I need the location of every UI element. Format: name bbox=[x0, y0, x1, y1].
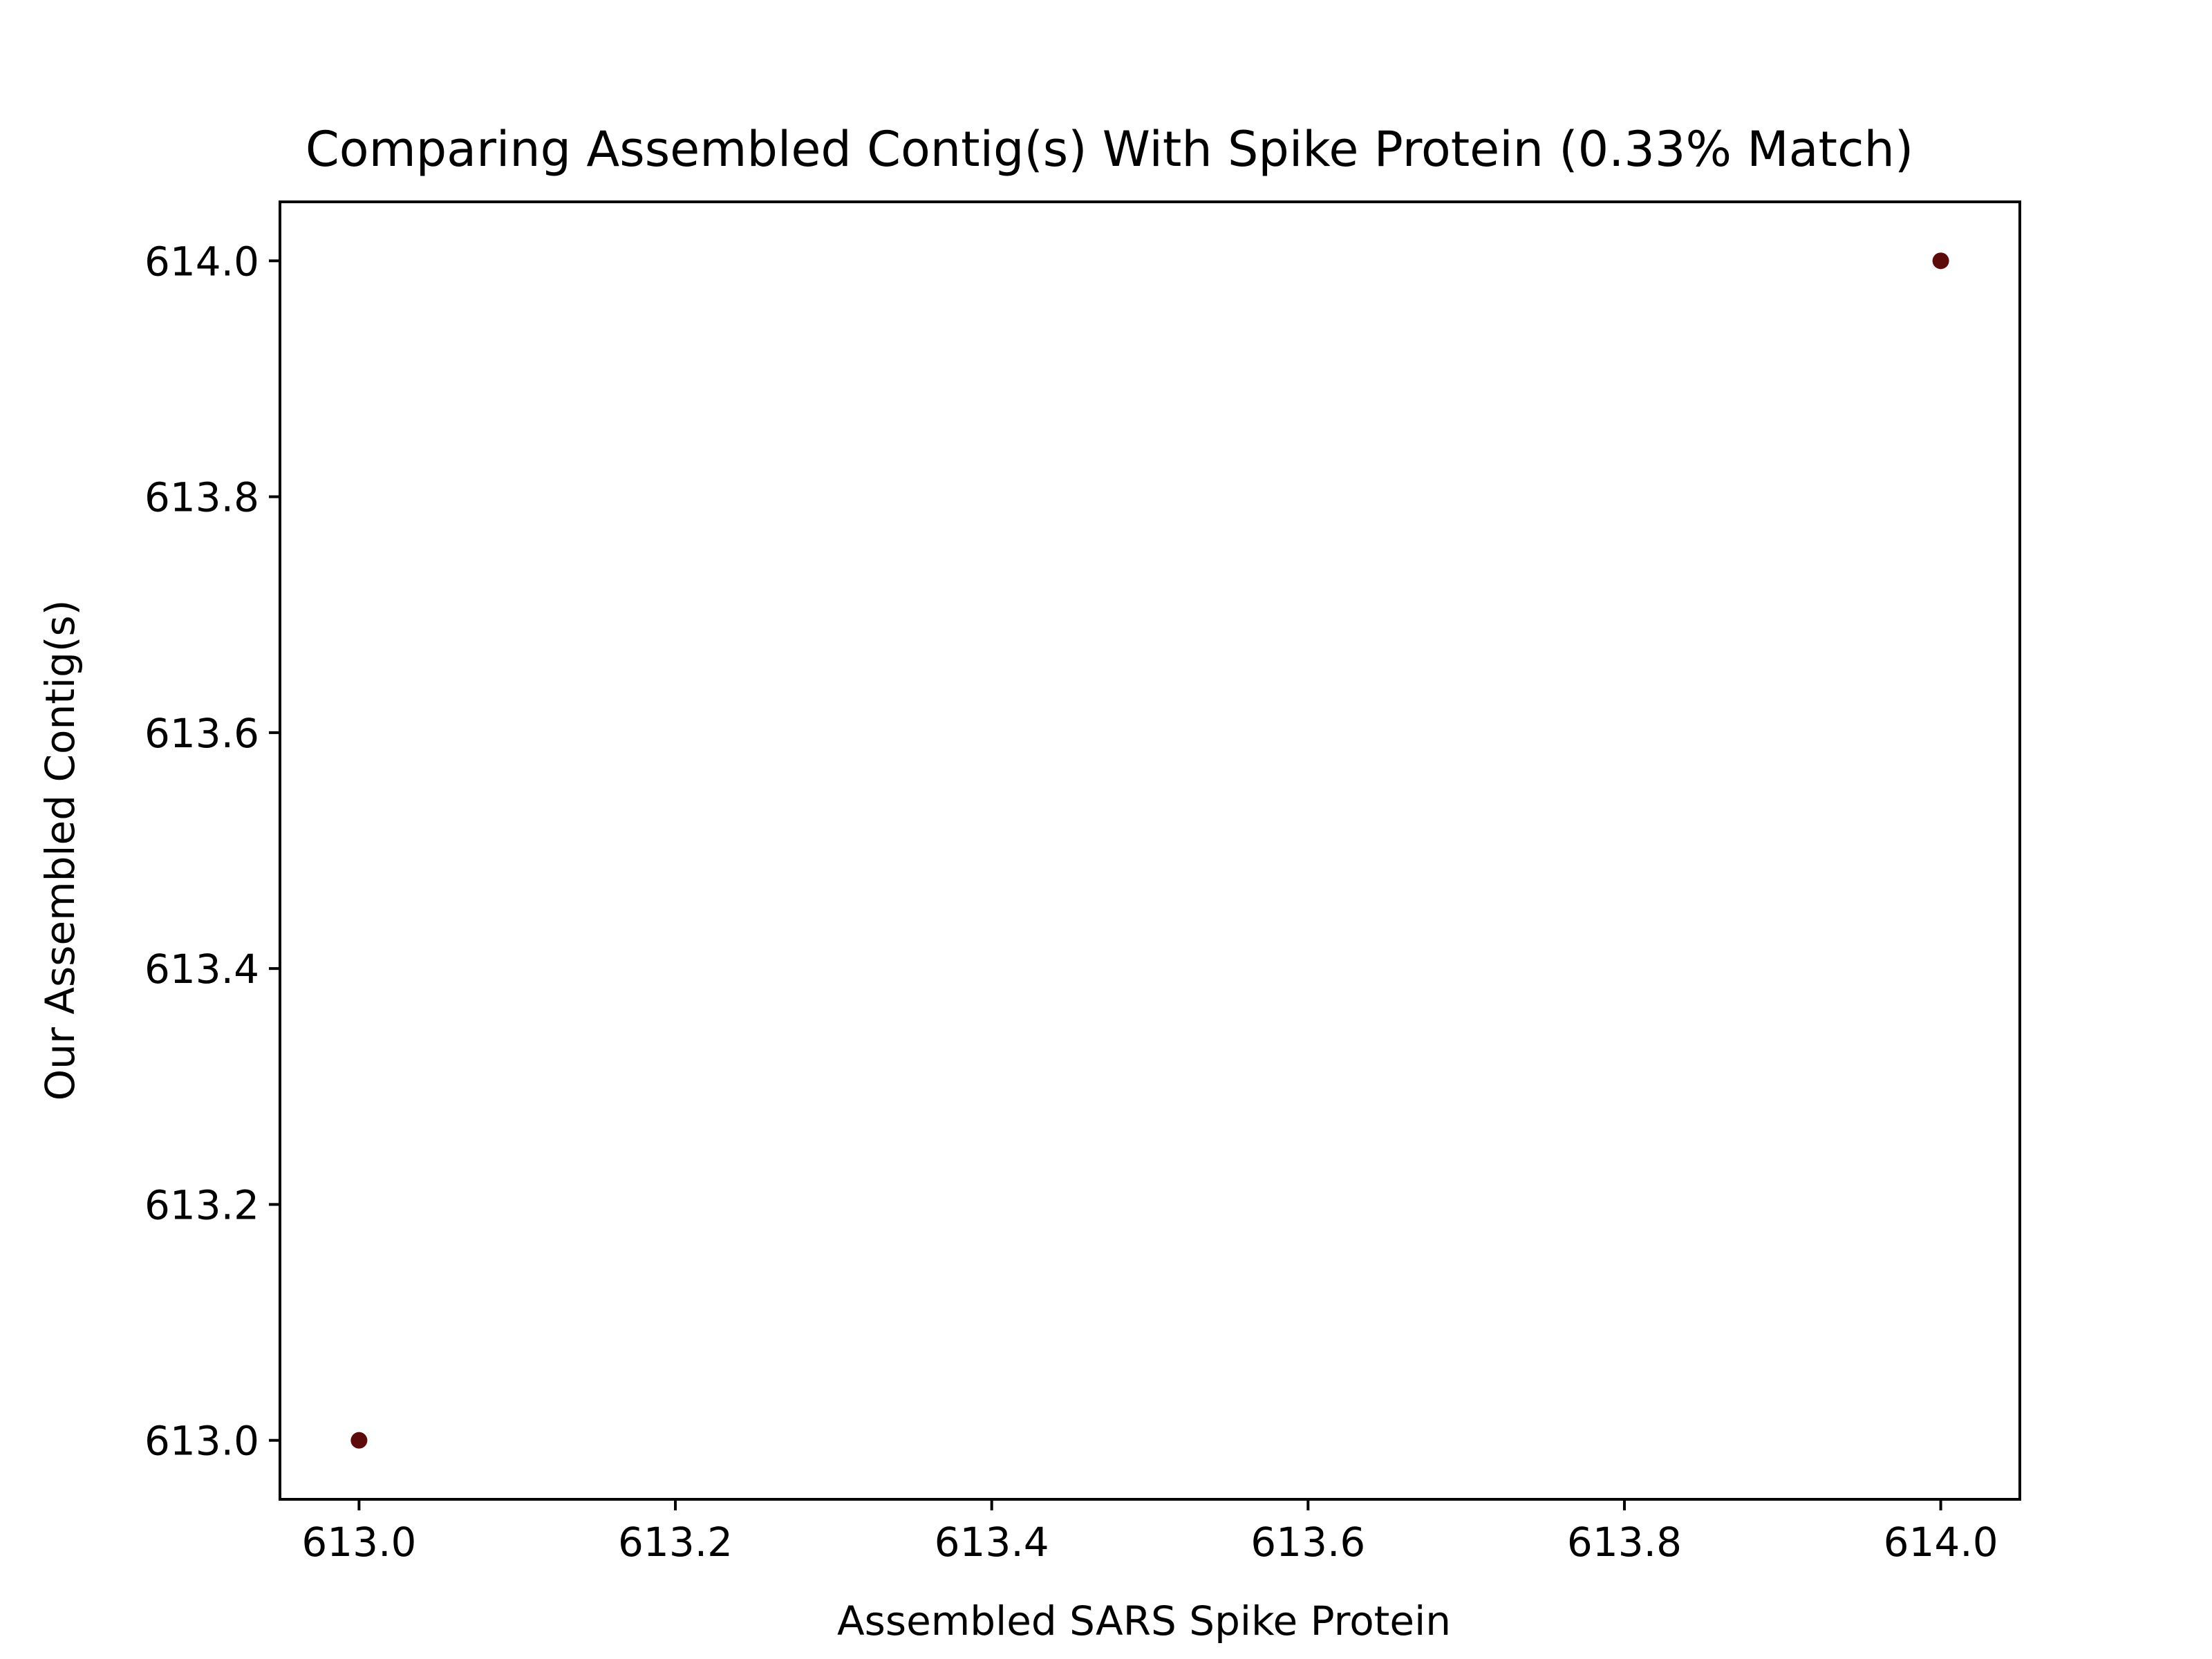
x-tick-label: 613.8 bbox=[1567, 1519, 1682, 1566]
y-tick-label: 613.0 bbox=[144, 1418, 259, 1465]
y-tick-label: 613.6 bbox=[144, 710, 259, 757]
chart-title: Comparing Assembled Contig(s) With Spike… bbox=[306, 121, 1913, 178]
x-tick-label: 613.4 bbox=[935, 1519, 1049, 1566]
y-tick-label: 613.4 bbox=[144, 946, 259, 993]
data-point bbox=[1932, 252, 1949, 270]
y-tick-label: 613.8 bbox=[144, 474, 259, 521]
x-tick-label: 614.0 bbox=[1884, 1519, 1998, 1566]
y-axis-label: Our Assembled Contig(s) bbox=[37, 600, 84, 1101]
data-points bbox=[350, 252, 1949, 1449]
plot-area-frame bbox=[279, 200, 2021, 1501]
x-axis-label: Assembled SARS Spike Protein bbox=[837, 1597, 1451, 1644]
y-tick-label: 613.2 bbox=[144, 1181, 259, 1228]
data-point bbox=[350, 1432, 368, 1449]
y-axis-ticks: 613.0 613.2 613.4 613.6 613.8 614.0 bbox=[144, 238, 280, 1465]
x-tick-label: 613.2 bbox=[618, 1519, 733, 1566]
y-tick-label: 614.0 bbox=[144, 238, 259, 285]
x-tick-label: 613.6 bbox=[1250, 1519, 1365, 1566]
x-tick-label: 613.0 bbox=[301, 1519, 416, 1566]
x-axis-ticks: 613.0 613.2 613.4 613.6 613.8 614.0 bbox=[301, 1499, 1998, 1566]
